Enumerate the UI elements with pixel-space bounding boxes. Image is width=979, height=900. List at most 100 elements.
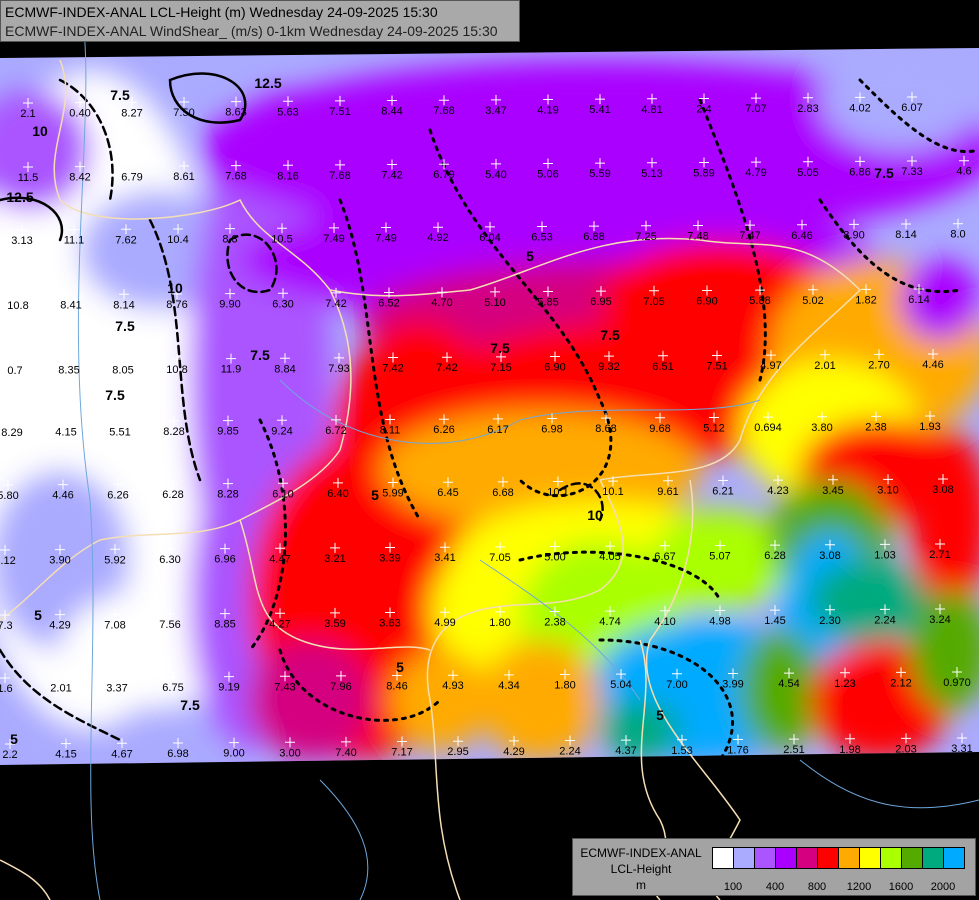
station-cross-icon [173,737,183,748]
windshear-value: 5.92 [104,544,126,566]
legend-variable: LCL-Height [610,862,672,876]
lcl-height-area [380,410,700,530]
station-cross-icon [23,98,33,108]
station-cross-icon [641,220,651,231]
contour-label: 5 [371,487,379,503]
windshear-value-label: 6.96 [214,554,235,566]
windshear-value: 2.95 [447,736,469,758]
windshear-value: 6.10 [272,478,294,500]
windshear-value-label: 10.5 [271,233,292,245]
windshear-value: 7.00 [666,668,688,691]
windshear-value-label: 6.88 [583,231,604,243]
windshear-value-label: 7.56 [159,619,180,631]
windshear-value-label: 6.07 [901,102,922,114]
windshear-value-label: 3.21 [324,553,345,565]
windshear-value-label: 3.80 [811,422,832,434]
station-cross-icon [165,608,175,619]
lcl-height-field [0,48,979,765]
windshear-value-label: 7.96 [330,681,351,693]
windshear-value-label: 3.63 [379,618,400,630]
station-cross-icon [127,97,137,108]
windshear-value-label: 6.17 [487,424,508,436]
river [799,759,979,809]
windshear-value: 2.4 [696,93,712,115]
windshear-value: 10.8 [166,353,188,376]
windshear-value: 3.00 [279,737,301,759]
windshear-value-label: 4.10 [654,616,675,628]
station-cross-icon [608,476,618,487]
windshear-contour [278,648,442,722]
windshear-value: 5.41 [589,94,611,116]
contour-label: 5 [656,707,664,723]
station-cross-icon [275,543,285,554]
windshear-value: 10.1 [602,476,624,498]
lcl-height-area [600,700,680,760]
windshear-value: 3.99 [722,668,744,690]
windshear-contour [558,482,604,522]
station-cross-icon [334,352,344,363]
windshear-value-label: 7.40 [335,747,356,759]
windshear-value: 7.93 [328,352,350,375]
station-cross-icon [938,474,948,485]
station-cross-icon [784,668,794,679]
station-cross-icon [803,156,813,167]
windshear-value: 4.46 [52,479,74,502]
windshear-value: 2.24 [559,735,581,758]
windshear-value: 3.63 [379,607,401,630]
station-cross-icon [901,219,911,230]
windshear-value: 6.30 [159,543,181,566]
windshear-value: 4.23 [767,475,789,497]
station-cross-icon [485,221,495,232]
station-cross-icon [550,541,560,552]
station-cross-icon [112,672,122,683]
windshear-value: 8.76 [166,288,188,311]
windshear-value-label: 8.28 [163,426,184,438]
windshear-value: 1.82 [855,284,877,306]
windshear-value: 1.03 [874,539,896,561]
windshear-contour [818,198,962,293]
station-cross-icon [672,668,682,679]
windshear-value: 2.1 [20,98,36,120]
windshear-value: 6.04 [479,221,501,244]
windshear-value-label: 5.02 [802,295,823,307]
station-cross-icon [388,477,398,488]
windshear-value-label: 10.1 [547,487,568,499]
windshear-value-label: 2.4 [696,103,711,115]
windshear-value: 7.05 [643,285,665,308]
station-cross-icon [660,605,670,616]
windshear-value: 3.08 [819,539,841,562]
windshear-value-label: 3.00 [279,747,300,759]
station-cross-icon [547,413,557,424]
windshear-value: 9.32 [598,351,620,373]
windshear-value-label: 6.67 [654,551,675,563]
station-cross-icon [935,604,945,615]
windshear-value: 7.07 [745,93,767,115]
station-cross-icon [121,224,131,235]
windshear-value: 4.29 [503,735,525,758]
windshear-value-label: 5.10 [484,297,505,309]
legend-unit: m [636,878,646,892]
windshear-value: 3.80 [811,411,833,434]
windshear-value-label: 8.35 [58,365,79,377]
station-cross-icon [110,609,120,620]
windshear-value-label: 7.51 [329,106,350,118]
windshear-value-label: 6.98 [167,748,188,760]
station-cross-icon [952,667,962,678]
station-cross-icon [117,738,127,749]
station-cross-icon [699,157,709,168]
station-cross-icon [231,96,241,107]
windshear-value-label: 6.14 [908,294,929,306]
windshear-value: 4.29 [49,609,71,632]
legend-ticks: 100 400 800 1200 1600 2000 [712,881,972,895]
windshear-value: 1.80 [554,669,576,692]
windshear-value-label: 5.89 [693,167,714,179]
windshear-value: 4.37 [615,735,637,757]
station-cross-icon [55,609,65,620]
windshear-value: 10.8 [7,290,29,312]
lcl-height-area [910,590,979,710]
windshear-value-label: 6.72 [325,425,346,437]
windshear-value-label: 2.2 [2,749,17,761]
lcl-height-area [250,640,370,760]
windshear-value: 2.24 [874,604,896,626]
windshear-value-label: 8.14 [113,299,134,311]
